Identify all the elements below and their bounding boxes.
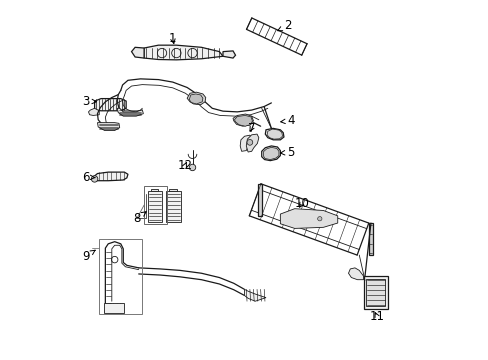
Polygon shape	[150, 189, 158, 192]
Circle shape	[91, 176, 98, 182]
Polygon shape	[131, 47, 144, 58]
Polygon shape	[189, 94, 203, 104]
Polygon shape	[258, 184, 261, 216]
Polygon shape	[233, 114, 253, 126]
Text: 3: 3	[82, 95, 96, 108]
Polygon shape	[147, 192, 162, 222]
Text: 1: 1	[169, 32, 176, 45]
Text: 11: 11	[369, 310, 384, 324]
Polygon shape	[104, 303, 124, 314]
Text: 2: 2	[277, 19, 291, 32]
Polygon shape	[246, 134, 258, 152]
Polygon shape	[94, 99, 126, 111]
Polygon shape	[366, 279, 385, 306]
Polygon shape	[187, 92, 205, 105]
Polygon shape	[166, 192, 180, 222]
Polygon shape	[240, 135, 251, 151]
Polygon shape	[88, 108, 99, 116]
Text: 8: 8	[133, 212, 146, 225]
Text: 9: 9	[82, 250, 95, 263]
Circle shape	[246, 139, 252, 145]
Circle shape	[317, 217, 321, 221]
Polygon shape	[368, 223, 372, 255]
Polygon shape	[263, 147, 278, 159]
Polygon shape	[265, 129, 284, 140]
Text: 7: 7	[247, 122, 255, 135]
Polygon shape	[223, 51, 235, 58]
Polygon shape	[169, 189, 177, 192]
Polygon shape	[244, 289, 265, 301]
Polygon shape	[266, 129, 282, 139]
Polygon shape	[93, 172, 128, 181]
Text: 10: 10	[294, 197, 309, 210]
Polygon shape	[280, 209, 337, 228]
Polygon shape	[261, 146, 280, 161]
Text: 5: 5	[280, 146, 294, 159]
Text: 6: 6	[82, 171, 95, 184]
Polygon shape	[234, 116, 252, 126]
Polygon shape	[363, 276, 387, 309]
Polygon shape	[97, 123, 120, 131]
Polygon shape	[144, 45, 223, 60]
Text: 12: 12	[177, 159, 192, 172]
Circle shape	[189, 164, 195, 171]
Polygon shape	[117, 108, 143, 116]
Text: 4: 4	[280, 114, 294, 127]
Polygon shape	[348, 268, 363, 280]
